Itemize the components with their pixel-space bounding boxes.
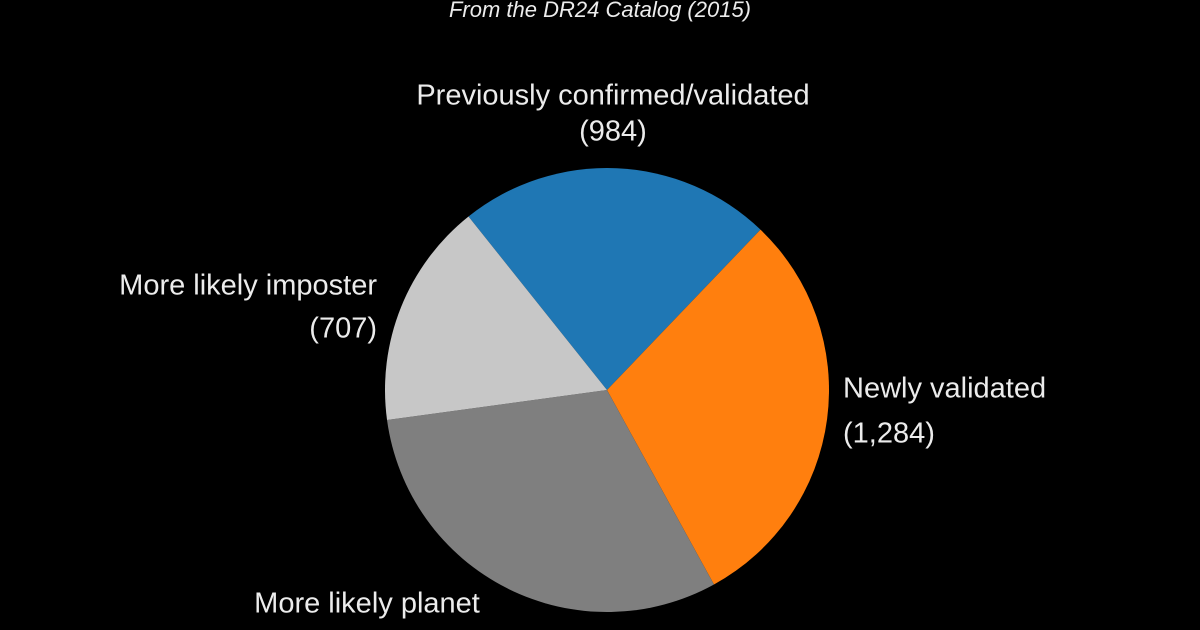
slice-label: More likely imposter xyxy=(119,270,377,302)
pie-slice xyxy=(385,216,607,420)
slice-label: Newly validated xyxy=(843,373,1046,405)
slice-label: More likely planet xyxy=(254,588,480,620)
value-label: (1,284) xyxy=(843,418,935,450)
pie-slice xyxy=(607,229,830,585)
pie-slice xyxy=(468,168,761,390)
chart-subtitle: From the DR24 Catalog (2015) xyxy=(449,0,751,22)
pie-slice xyxy=(387,390,714,612)
value-label: (707) xyxy=(309,313,377,345)
value-label: (984) xyxy=(579,116,647,148)
slice-label: Previously confirmed/validated xyxy=(416,80,809,112)
